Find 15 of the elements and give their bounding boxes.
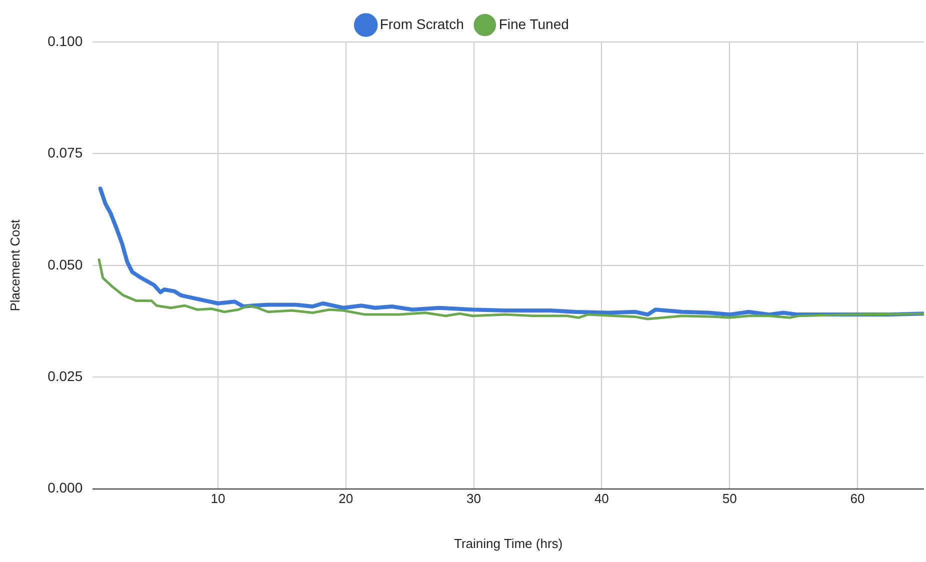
legend-label: Fine Tuned (498, 16, 569, 32)
x-tick-label: 20 (338, 491, 354, 506)
x-axis-title: Training Time (hrs) (454, 536, 563, 551)
y-tick-label: 0.050 (48, 256, 83, 272)
y-tick-label: 0.100 (48, 32, 83, 49)
x-tick-label: 40 (594, 491, 609, 506)
y-tick-label: 0.000 (48, 480, 83, 496)
legend-label: From Scratch (380, 16, 464, 32)
x-tick-label: 10 (210, 491, 226, 506)
x-tick-label: 30 (466, 491, 482, 506)
x-tick-label: 60 (850, 491, 865, 506)
y-tick-label: 0.025 (48, 368, 83, 384)
y-axis-title: Placement Cost (7, 219, 22, 312)
x-tick-label: 50 (722, 491, 737, 506)
y-tick-label: 0.075 (48, 144, 83, 161)
